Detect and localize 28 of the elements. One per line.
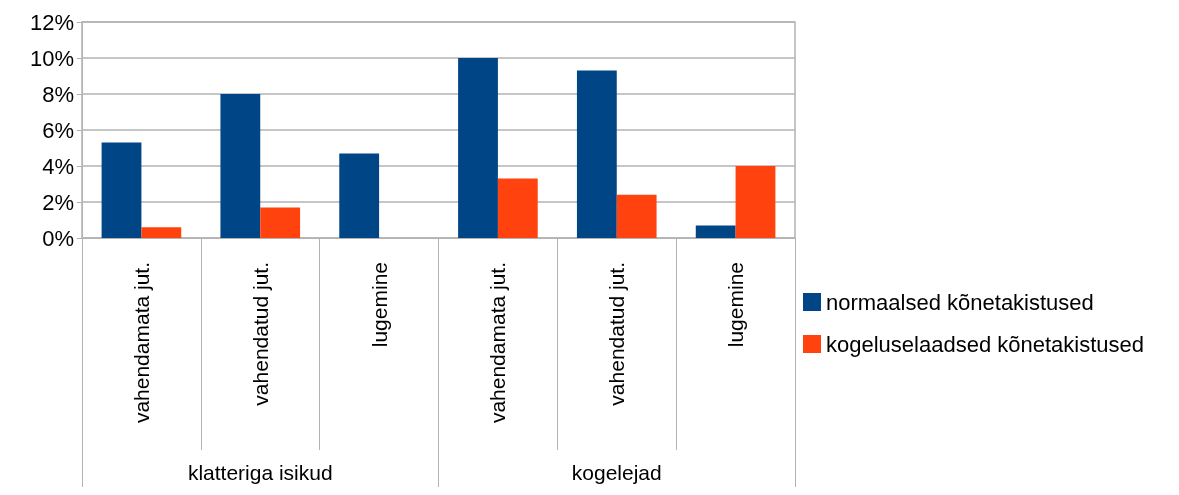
y-tick-label: 4% <box>42 153 74 179</box>
x-tick-label: vahendamata jut. <box>129 262 153 424</box>
bar <box>576 70 617 238</box>
x-tick-label: lugemine <box>367 262 391 348</box>
bar <box>695 225 736 238</box>
bar <box>220 94 261 238</box>
x-tick-label: vahendatud jut. <box>605 262 629 406</box>
text: kogelejad <box>571 461 662 484</box>
bar <box>141 227 182 238</box>
bar <box>616 194 657 238</box>
text: klatteriga isikud <box>187 461 333 484</box>
legend-label: kogeluselaadsed kõnetakistused <box>826 331 1145 357</box>
bar <box>735 166 776 238</box>
y-tick-label: 10% <box>29 45 74 71</box>
x-tick-label: vahendamata jut. <box>486 262 510 424</box>
bar <box>458 58 498 238</box>
legend-label: normaalsed kõnetakistused <box>826 289 1094 315</box>
bar <box>101 142 142 238</box>
y-tick-label: 12% <box>29 9 74 35</box>
x-tick-label: lugemine <box>724 262 748 348</box>
x-tick-label: vahendatud jut. <box>248 262 272 406</box>
y-tick-label: 0% <box>42 225 74 251</box>
bar <box>497 178 538 238</box>
y-tick-label: 2% <box>42 189 74 215</box>
y-tick-label: 8% <box>42 81 74 107</box>
bar <box>339 153 380 238</box>
bar <box>260 207 301 238</box>
y-tick-label: 6% <box>42 117 74 143</box>
